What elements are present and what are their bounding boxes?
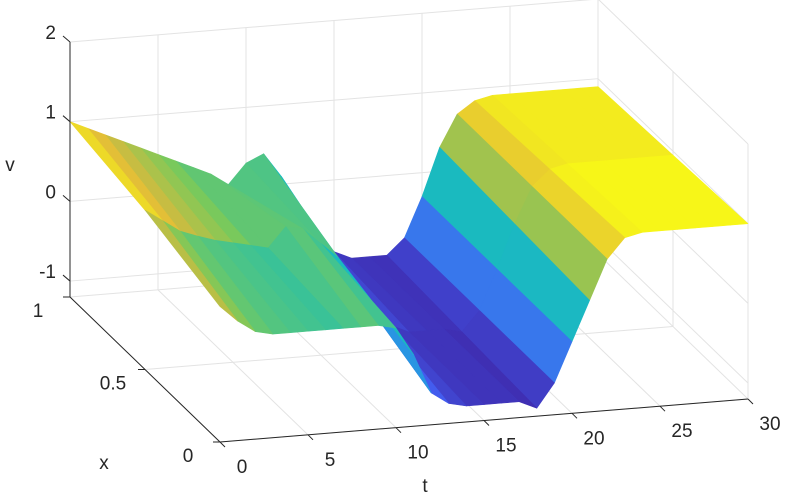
x-tick-label: 0	[237, 457, 248, 478]
y-tick-label: 0	[183, 446, 194, 467]
tick-mark	[62, 194, 71, 202]
grid-line	[597, 78, 749, 225]
z-tick-label: 0	[45, 182, 56, 203]
x-axis-label: t	[422, 476, 428, 497]
tick-mark	[659, 405, 666, 412]
z-axis-label: v	[5, 155, 15, 176]
x-tick-label: 25	[671, 421, 692, 442]
x-tick-label: 5	[325, 450, 336, 471]
surface-patch	[144, 209, 238, 322]
y-axis-label: x	[99, 453, 109, 474]
tick-mark	[307, 434, 314, 441]
x-tick-label: 30	[759, 414, 780, 435]
grid-line	[598, 0, 749, 145]
tick-mark	[62, 35, 71, 43]
z-tick-label: 1	[45, 103, 56, 124]
x-tick-label: 10	[407, 443, 428, 464]
surface	[69, 86, 749, 409]
tick-mark	[219, 441, 226, 448]
tick-mark	[395, 427, 402, 434]
tick-mark	[62, 115, 71, 123]
y-tick-label: 0.5	[100, 374, 126, 395]
z-tick-label: 2	[45, 23, 56, 44]
y-tick-label: 1	[33, 301, 44, 322]
tick-mark	[747, 398, 754, 405]
tick-mark	[483, 420, 490, 426]
axes: 0 5 10 15 20 25 30 0 0.5 1 -1 0 1 2	[33, 23, 781, 478]
grid-line	[69, 78, 599, 123]
x-tick-label: 15	[495, 436, 516, 457]
grid-line	[69, 0, 592, 43]
tick-mark	[571, 412, 578, 419]
x-tick-label: 20	[583, 428, 604, 449]
tick-mark	[62, 274, 71, 282]
z-tick-label: -1	[39, 262, 56, 283]
grid-line	[597, 237, 749, 384]
